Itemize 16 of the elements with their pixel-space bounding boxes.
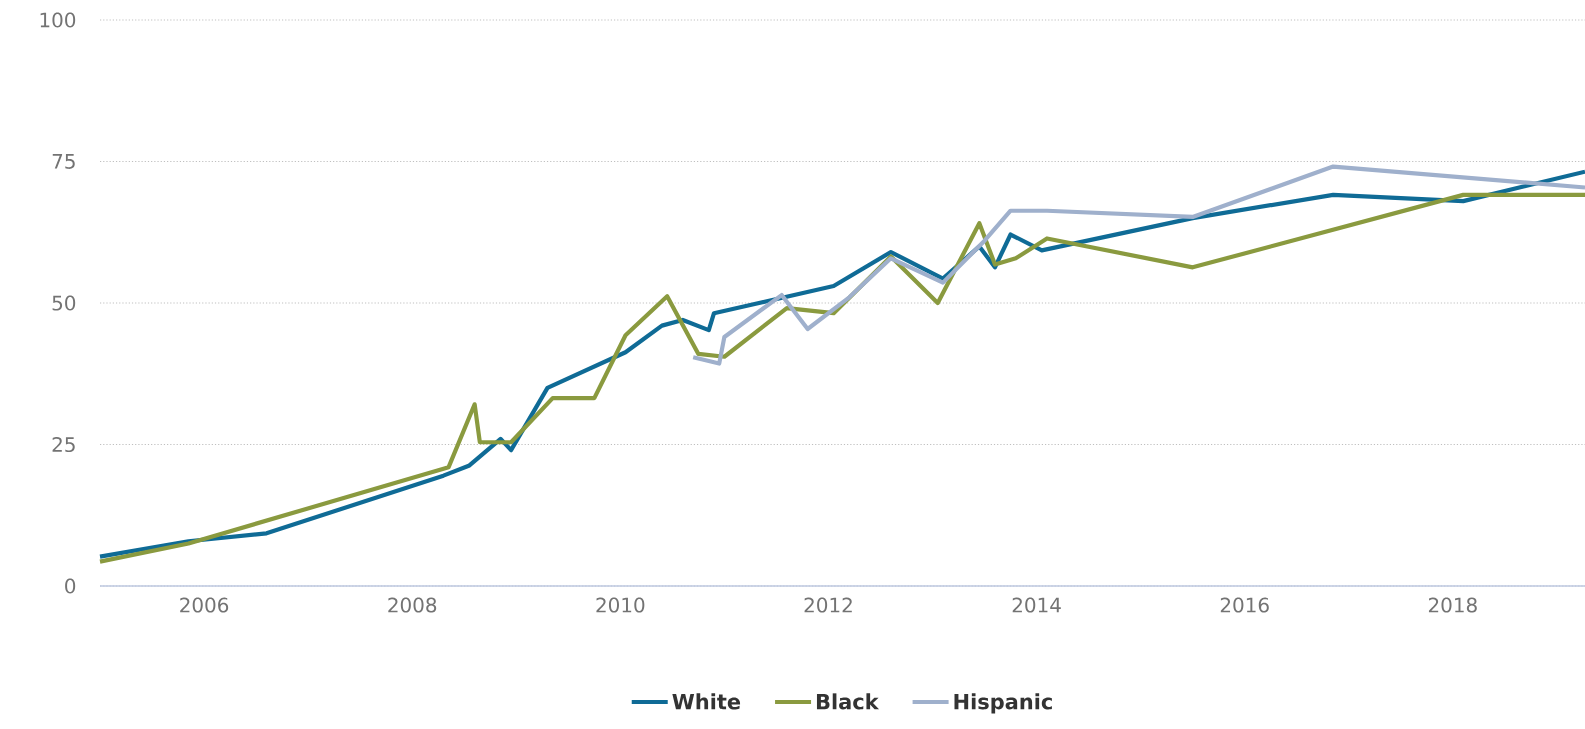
x-tick-label: 2016 xyxy=(1220,597,1269,613)
y-tick-label: 100 xyxy=(40,12,76,28)
legend-label: White xyxy=(672,693,741,710)
x-tick-label: 2008 xyxy=(388,597,437,613)
x-tick-label: 2014 xyxy=(1012,597,1061,613)
y-tick-label: 25 xyxy=(52,436,75,453)
line-series xyxy=(691,164,1585,366)
x-tick-label: 2018 xyxy=(1428,597,1477,613)
y-tick-label: 50 xyxy=(52,295,76,311)
x-tick-label: 2010 xyxy=(596,597,645,613)
x-tick-label: 2006 xyxy=(180,597,229,613)
y-tick-label: 0 xyxy=(65,578,76,594)
x-tick-label: 2012 xyxy=(804,597,852,613)
legend-label: Black xyxy=(816,693,880,710)
legend-label: Hispanic xyxy=(954,693,1052,714)
y-tick-label: 75 xyxy=(52,154,75,169)
